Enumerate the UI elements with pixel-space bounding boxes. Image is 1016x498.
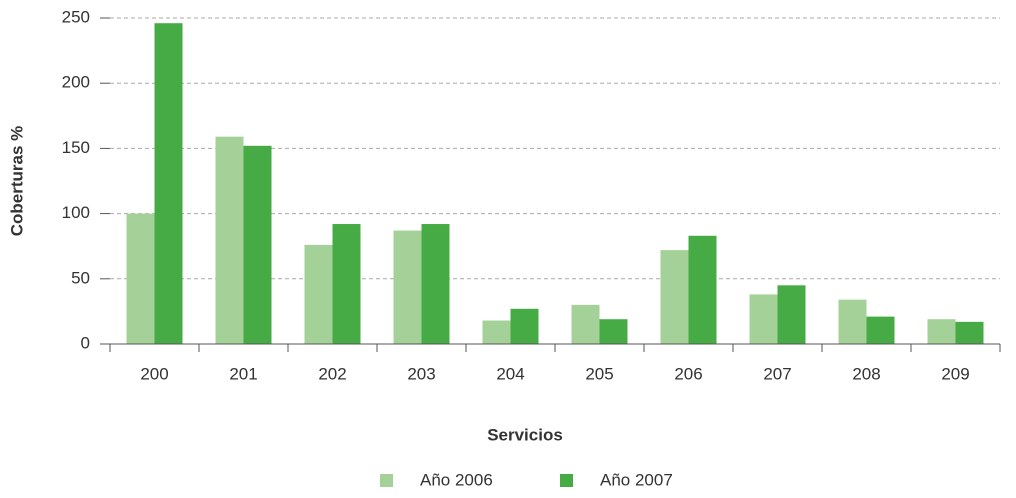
bar [154, 23, 183, 344]
bar [688, 235, 717, 344]
bar [866, 316, 895, 344]
bar [599, 319, 628, 344]
bar [126, 213, 155, 344]
legend-swatch [380, 474, 393, 487]
bar [393, 230, 422, 344]
bar [927, 319, 956, 344]
bar [777, 285, 806, 344]
x-tick-label: 204 [496, 364, 524, 383]
x-tick-label: 200 [140, 364, 168, 383]
bar [482, 320, 511, 344]
legend-swatch [560, 474, 573, 487]
x-tick-label: 202 [318, 364, 346, 383]
bar [571, 304, 600, 344]
bar [660, 250, 689, 344]
bar [332, 224, 361, 344]
bar [243, 145, 272, 344]
x-tick-label: 209 [941, 364, 969, 383]
x-tick-label: 208 [852, 364, 880, 383]
legend-label: Año 2006 [420, 470, 493, 489]
y-tick-label: 200 [62, 73, 90, 92]
y-tick-label: 50 [71, 268, 90, 287]
bar [838, 299, 867, 344]
y-tick-label: 250 [62, 7, 90, 26]
x-tick-label: 206 [674, 364, 702, 383]
x-tick-label: 207 [763, 364, 791, 383]
bar [510, 308, 539, 344]
bar [955, 321, 984, 344]
x-tick-label: 205 [585, 364, 613, 383]
y-tick-label: 150 [62, 138, 90, 157]
x-tick-label: 201 [229, 364, 257, 383]
x-tick-label: 203 [407, 364, 435, 383]
y-axis-label: Coberturas % [7, 126, 26, 237]
y-tick-label: 100 [62, 203, 90, 222]
legend-label: Año 2007 [600, 470, 673, 489]
y-tick-label: 0 [81, 333, 90, 352]
bar [304, 244, 333, 344]
bar [749, 294, 778, 344]
x-axis-label: Servicios [487, 425, 563, 444]
bar [421, 224, 450, 344]
bar [215, 136, 244, 344]
